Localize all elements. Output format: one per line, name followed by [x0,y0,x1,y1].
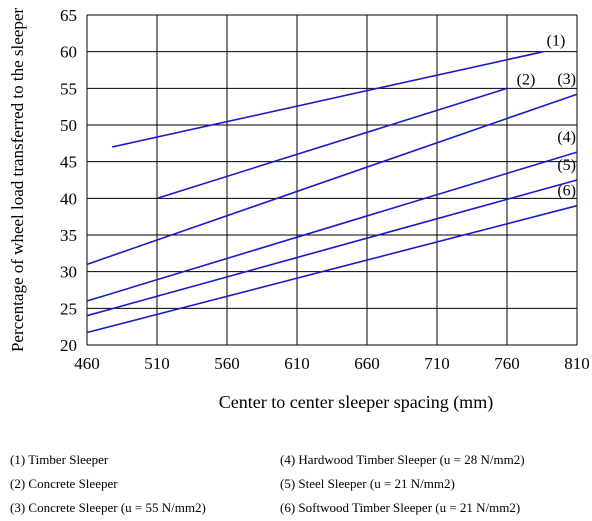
series-label-5: (5) [557,157,576,174]
series-lines [86,50,578,334]
series-line-1 [112,50,544,148]
legend-item-1: (1) Timber Sleeper [10,452,109,467]
x-tick-label: 560 [214,354,240,373]
y-tick-label: 30 [60,263,77,282]
legend-item-3: (3) Concrete Sleeper (u = 55 N/mm2) [10,500,206,515]
series-line-3 [86,93,578,266]
y-tick-label: 35 [60,226,77,245]
y-tick-label: 55 [60,79,77,98]
tick-labels: 20 25 30 35 40 45 50 55 60 65 460 510 560 610 660 710 76… [60,6,590,373]
x-axis-label: Center to center sleeper spacing (mm) [219,392,493,413]
series-line-2 [156,87,508,200]
legend-item-2: (2) Concrete Sleeper [10,476,118,491]
series-line-5 [86,179,578,317]
series-label-4: (4) [557,129,576,146]
x-tick-label: 710 [424,354,450,373]
x-tick-label: 510 [144,354,170,373]
x-tick-label: 810 [564,354,590,373]
series-labels: (1) (2) (3) (4) (5) (6) [517,33,576,200]
series-label-3: (3) [557,71,576,88]
x-tick-label: 760 [494,354,520,373]
x-tick-label: 460 [74,354,100,373]
series-label-1: (1) [547,33,566,50]
x-tick-label: 660 [354,354,380,373]
y-tick-label: 50 [60,116,77,135]
y-axis-label: Percentage of wheel load transferred to … [8,8,27,352]
legend-item-4: (4) Hardwood Timber Sleeper (u = 28 N/mm… [280,452,525,467]
series-line-4 [86,151,578,302]
legend: (1) Timber Sleeper (2) Concrete Sleeper … [0,446,592,521]
line-chart: (1) (2) (3) (4) (5) (6) 20 25 30 35 40 45 50 55 60 65 4… [8,6,590,413]
series-label-6: (6) [557,183,576,200]
legend-item-5: (5) Steel Sleeper (u = 21 N/mm2) [280,476,455,491]
y-tick-label: 65 [60,6,77,25]
legend-item-6: (6) Softwood Timber Sleeper (u = 21 N/mm… [280,500,521,515]
series-line-6 [86,204,578,334]
y-tick-label: 40 [60,189,77,208]
x-tick-label: 610 [284,354,310,373]
y-tick-label: 45 [60,153,77,172]
series-label-2: (2) [517,71,536,88]
y-tick-label: 60 [60,43,77,62]
y-tick-label: 20 [60,336,77,355]
y-tick-label: 25 [60,299,77,318]
